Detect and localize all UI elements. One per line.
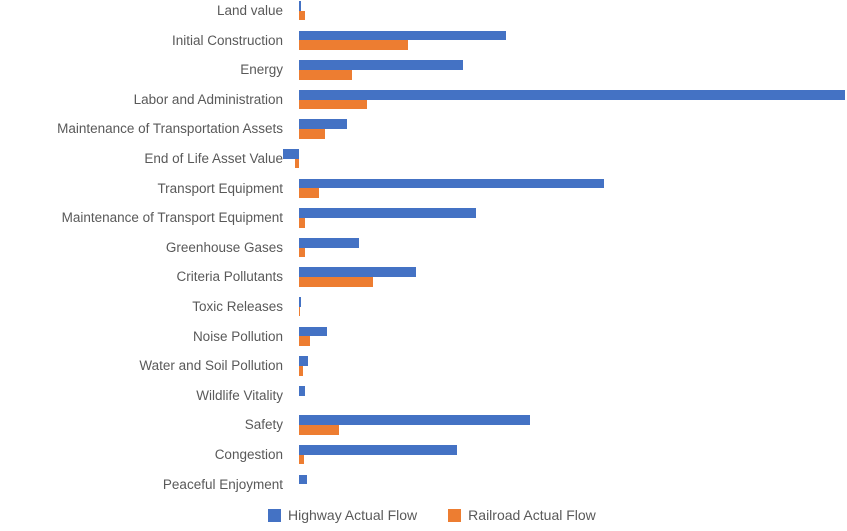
category-label: Initial Construction	[171, 32, 283, 48]
legend-label-highway: Highway Actual Flow	[288, 507, 418, 523]
chart-row: Maintenance of Transport Equipment	[0, 203, 847, 233]
category-label: Noise Pollution	[192, 328, 283, 344]
chart-row: Criteria Pollutants	[0, 262, 847, 292]
chart-row: Labor and Administration	[0, 85, 847, 115]
category-label: Maintenance of Transportation Assets	[57, 121, 283, 137]
railroad-bar	[299, 454, 304, 465]
category-label: Transport Equipment	[157, 180, 283, 196]
chart-row: Water and Soil Pollution	[0, 351, 847, 381]
highway-bar	[299, 178, 605, 189]
highway-bar	[299, 474, 308, 485]
highway-bar	[299, 356, 308, 366]
railroad-bar	[294, 158, 299, 169]
highway-bar	[299, 385, 305, 396]
highway-bar	[299, 30, 506, 41]
chart-row: Greenhouse Gases	[0, 233, 847, 263]
category-label: Labor and Administration	[133, 91, 283, 107]
railroad-bar	[299, 365, 303, 376]
railroad-bar	[299, 247, 305, 258]
legend-item-highway: Highway Actual Flow	[268, 507, 417, 523]
chart-row: End of Life Asset Value	[0, 144, 847, 174]
category-label: Criteria Pollutants	[176, 269, 283, 285]
highway-bar	[299, 1, 302, 11]
chart-row: Transport Equipment	[0, 174, 847, 204]
railroad-bar	[299, 188, 320, 199]
highway-bar	[299, 445, 457, 455]
highway-bar	[299, 297, 302, 307]
railroad-bar	[299, 277, 374, 287]
chart-row: Congestion	[0, 440, 847, 470]
railroad-bar	[299, 217, 305, 228]
railroad-series-swatch-icon	[448, 508, 462, 522]
railroad-bar	[299, 10, 305, 21]
plot-area: Land value Initial Construction Energy Labo…	[0, 0, 847, 500]
category-label: Water and Soil Pollution	[139, 358, 283, 374]
category-label: Greenhouse Gases	[165, 239, 283, 255]
highway-bar	[299, 89, 845, 100]
highway-bar	[299, 267, 416, 278]
chart-row: Safety	[0, 410, 847, 440]
chart-row: Maintenance of Transportation Assets	[0, 114, 847, 144]
highway-bar	[299, 237, 360, 248]
highway-bar	[299, 208, 477, 218]
legend: Highway Actual Flow Railroad Actual Flow	[268, 503, 596, 527]
chart-row: Peaceful Enjoyment	[0, 470, 847, 500]
railroad-bar	[299, 129, 326, 139]
chart-row: Noise Pollution	[0, 322, 847, 352]
category-label: Congestion	[214, 446, 283, 462]
chart-row: Initial Construction	[0, 26, 847, 56]
chart-row: Toxic Releases	[0, 292, 847, 322]
category-label: Toxic Releases	[192, 298, 283, 314]
category-label: Energy	[240, 62, 283, 78]
railroad-bar	[299, 40, 409, 51]
highway-bar	[299, 60, 463, 70]
category-label: Maintenance of Transport Equipment	[61, 210, 283, 226]
category-label: Peaceful Enjoyment	[162, 476, 283, 492]
chart-row: Land value	[0, 0, 847, 26]
railroad-bar	[299, 99, 368, 110]
railroad-bar	[299, 69, 352, 80]
railroad-bar	[299, 306, 301, 317]
category-label: Land value	[216, 3, 283, 18]
railroad-bar	[299, 425, 339, 435]
category-label: End of Life Asset Value	[144, 150, 283, 166]
railroad-bar	[299, 336, 310, 347]
highway-bar	[299, 415, 530, 426]
highway-bar	[283, 149, 299, 159]
chart-row: Energy	[0, 55, 847, 85]
highway-bar	[299, 326, 327, 337]
highway-series-swatch-icon	[268, 508, 281, 522]
legend-label-railroad: Railroad Actual Flow	[468, 507, 596, 523]
highway-bar	[299, 119, 348, 130]
legend-item-railroad: Railroad Actual Flow	[448, 507, 596, 523]
chart-row: Wildlife Vitality	[0, 381, 847, 411]
category-label: Wildlife Vitality	[196, 387, 283, 403]
category-label: Safety	[244, 417, 283, 433]
